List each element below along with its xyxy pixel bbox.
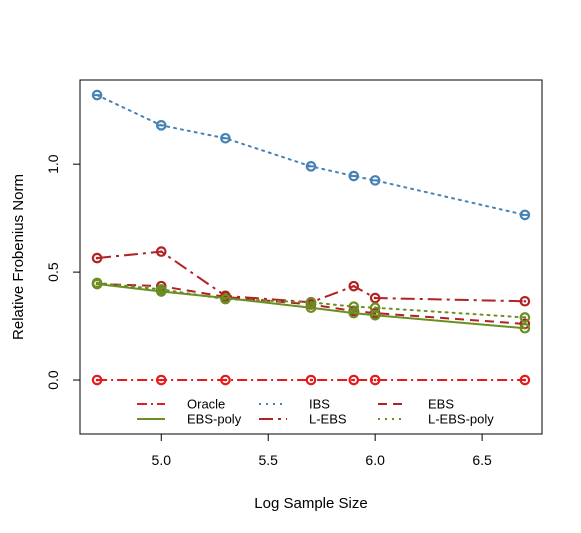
data-point-dot [352, 378, 356, 382]
data-point-dot [373, 313, 377, 317]
legend-item: L-EBS-poly [378, 412, 494, 427]
series-oracle [91, 374, 531, 386]
y-tick-label: 1.0 [45, 154, 61, 174]
data-point [519, 295, 531, 307]
data-point [369, 374, 381, 386]
data-point [91, 252, 103, 264]
series-layer [91, 89, 531, 386]
data-point-dot [95, 281, 99, 285]
y-tick-label: 0.5 [45, 262, 61, 282]
data-point [519, 312, 531, 323]
data-point [220, 293, 231, 305]
data-point-dot [523, 299, 527, 303]
data-point-dot [352, 311, 356, 315]
legend-item: L-EBS [259, 412, 347, 427]
data-point-dot [523, 326, 527, 330]
legend-label: EBS [428, 397, 454, 412]
legend-label: L-EBS [309, 412, 347, 427]
data-point-dot [224, 297, 227, 301]
x-tick-label: 5.0 [152, 452, 172, 468]
data-point-dot [159, 250, 163, 253]
x-tick-label: 6.0 [365, 452, 385, 468]
data-point-dot [224, 378, 227, 382]
data-point-dot [309, 301, 313, 304]
data-point-dot [95, 256, 99, 260]
data-point-dot [373, 378, 377, 382]
data-point-dot [373, 296, 377, 300]
legend-item: Oracle [137, 397, 225, 412]
x-tick-label: 6.5 [472, 452, 492, 468]
data-point [155, 374, 167, 386]
data-point [519, 322, 531, 334]
legend-label: Oracle [187, 397, 225, 412]
data-point [348, 301, 360, 312]
data-point [369, 302, 381, 314]
data-point-dot [523, 316, 527, 319]
data-point-dot [95, 378, 99, 382]
data-point [348, 374, 360, 386]
data-point [305, 374, 317, 386]
legend-label: EBS-poly [187, 412, 242, 427]
series-ibs [91, 89, 531, 221]
data-point [348, 307, 360, 319]
data-point [348, 280, 360, 292]
legend-item: IBS [259, 397, 330, 412]
x-axis-title: Log Sample Size [254, 495, 367, 512]
data-point [155, 284, 167, 295]
y-axis-title: Relative Frobenius Norm [10, 174, 27, 340]
data-point-dot [373, 306, 377, 310]
x-axis: 5.0 5.5 6.0 6.5 [152, 433, 492, 468]
x-tick-label: 5.5 [258, 452, 278, 468]
series-l-ebs-poly [91, 277, 531, 323]
data-point [91, 277, 103, 289]
legend-label: IBS [309, 397, 330, 412]
y-tick-label: 0.0 [45, 370, 61, 390]
legend: Oracle IBS EBS EBS-poly L-EBS L-EBS-poly [137, 397, 494, 427]
legend-item: EBS-poly [137, 412, 242, 427]
y-axis: 0.0 0.5 1.0 [45, 154, 81, 390]
data-point-dot [523, 378, 527, 382]
legend-item: EBS [378, 397, 454, 412]
data-point-dot [159, 290, 163, 293]
data-point-dot [309, 378, 313, 382]
data-point-dot [352, 284, 356, 288]
data-point-dot [352, 305, 356, 308]
data-point [91, 374, 103, 386]
data-point [369, 292, 381, 304]
legend-label: L-EBS-poly [428, 412, 494, 427]
data-point [220, 374, 231, 386]
data-point [305, 297, 317, 308]
data-point [155, 246, 167, 257]
data-point-dot [159, 288, 163, 291]
data-point [519, 374, 531, 386]
data-point-dot [159, 378, 163, 382]
